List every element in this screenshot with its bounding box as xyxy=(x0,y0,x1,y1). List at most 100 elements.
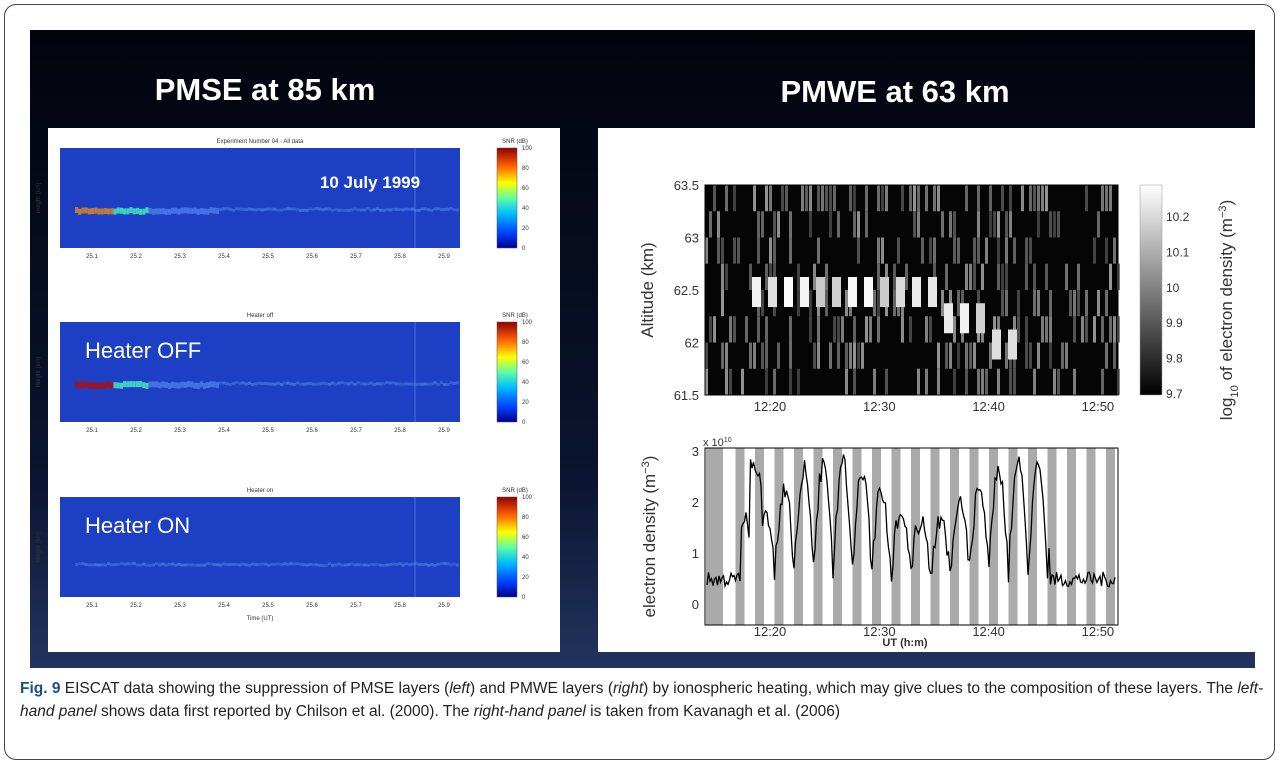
heatmap-cell xyxy=(318,382,322,386)
heating-period xyxy=(1047,448,1057,625)
heatmap-cell xyxy=(436,382,440,386)
heatmap-cell xyxy=(1033,290,1036,317)
heatmap-cell xyxy=(212,207,216,214)
heatmap-cell xyxy=(183,563,187,567)
heatmap-cell xyxy=(81,381,85,388)
heating-period xyxy=(755,448,764,625)
colorbar-tick-label: 40 xyxy=(522,555,529,561)
heatmap-cell xyxy=(933,263,936,290)
heatmap-cell xyxy=(853,342,856,369)
heatmap-cell xyxy=(215,208,219,215)
heatmap-cell xyxy=(953,211,956,238)
heatmap-cell xyxy=(1005,263,1008,290)
heatmap-cell xyxy=(244,563,248,567)
heatmap-cell xyxy=(308,382,312,386)
heatmap-cell xyxy=(119,562,123,566)
heatmap-cell xyxy=(761,290,764,317)
colorbar-label: SNR (dB) xyxy=(502,488,528,494)
heatmap-cell xyxy=(219,563,223,567)
heatmap-cell xyxy=(713,185,716,212)
heatmap-cell xyxy=(1025,316,1028,343)
heatmap-cell xyxy=(187,381,191,388)
heatmap-cell xyxy=(78,562,82,566)
heatmap-cell xyxy=(913,185,916,212)
heating-period xyxy=(735,448,745,625)
heatmap-cell xyxy=(231,381,235,385)
heatmap-cell xyxy=(382,563,386,567)
heatmap-cell xyxy=(977,185,980,212)
heatmap-cell xyxy=(359,382,363,386)
heatmap-cell xyxy=(423,562,427,566)
heatmap-cell xyxy=(327,382,331,386)
heatmap-cell xyxy=(116,207,120,214)
heatmap-cell xyxy=(78,382,82,389)
x-tick-label: 25.7 xyxy=(350,603,362,609)
heatmap-cell xyxy=(251,207,255,211)
figure-frame xyxy=(4,4,1275,760)
y-tick-label: 2 xyxy=(692,495,699,510)
heatmap-cell xyxy=(334,207,338,211)
heatmap-cell xyxy=(375,207,379,211)
heatmap-cell xyxy=(75,381,79,388)
heatmap-cell xyxy=(721,342,724,369)
heatmap-cell xyxy=(235,381,239,385)
heatmap-cell xyxy=(359,208,363,212)
heatmap-cell xyxy=(158,382,162,389)
heatmap-cell xyxy=(768,277,777,307)
heatmap-cell xyxy=(321,381,325,385)
heatmap-cell xyxy=(1057,211,1060,238)
heatmap-cell xyxy=(321,563,325,567)
heatmap-cell xyxy=(885,185,888,212)
x-tick-label: 12:50 xyxy=(1082,399,1115,414)
heatmap-cell xyxy=(997,237,1000,264)
heatmap-cell xyxy=(171,207,175,214)
heatmap-cell xyxy=(877,290,880,317)
heatmap-cell xyxy=(1025,342,1028,369)
heatmap-cell xyxy=(1049,290,1052,317)
heatmap-cell xyxy=(91,208,95,215)
x-tick-label: 25.4 xyxy=(218,254,230,260)
colorbar xyxy=(496,496,518,598)
heatmap-cell xyxy=(725,263,728,290)
heatmap-cell xyxy=(709,211,712,238)
heatmap-cell xyxy=(417,208,421,212)
heatmap-cell xyxy=(267,207,271,211)
heatmap-cell xyxy=(997,316,1000,343)
heatmap-cell xyxy=(1037,342,1040,369)
heatmap-cell xyxy=(901,185,904,212)
heatmap-cell xyxy=(84,562,88,566)
heatmap-cell xyxy=(183,381,187,388)
heatmap-cell xyxy=(84,207,88,214)
heatmap-cell xyxy=(816,277,825,307)
heatmap-cell xyxy=(139,381,143,388)
heatmap-cell xyxy=(190,563,194,567)
heatmap-cell xyxy=(302,382,306,386)
heatmap-cell xyxy=(953,316,956,343)
heatmap-cell xyxy=(957,290,960,317)
heatmap-cell xyxy=(356,563,360,567)
heating-period xyxy=(706,448,723,625)
heatmap-cell xyxy=(158,563,162,567)
x-tick-label: 12:50 xyxy=(1082,624,1115,639)
heatmap-cell xyxy=(299,562,303,566)
heatmap-cell xyxy=(430,208,434,212)
heatmap-cell xyxy=(363,382,367,386)
heatmap-cell xyxy=(969,263,972,290)
heatmap-cell xyxy=(353,382,357,386)
x-tick-label: 25.2 xyxy=(130,254,142,260)
heatmap-cell xyxy=(733,316,736,343)
heatmap-cell xyxy=(853,185,856,212)
heatmap-cell xyxy=(94,382,98,389)
heatmap-cell xyxy=(1017,290,1020,317)
heating-period xyxy=(1008,448,1018,625)
heatmap-cell xyxy=(961,290,964,317)
heatmap-cell xyxy=(1113,342,1116,369)
heatmap-cell xyxy=(1049,342,1052,369)
heatmap-cell xyxy=(241,207,245,211)
heatmap-cell xyxy=(853,316,856,343)
heatmap-cell xyxy=(1065,342,1068,369)
heatmap-cell xyxy=(398,562,402,566)
label-part: 10 xyxy=(724,436,732,444)
heatmap-cell xyxy=(187,207,191,214)
heatmap-cell xyxy=(139,208,143,215)
